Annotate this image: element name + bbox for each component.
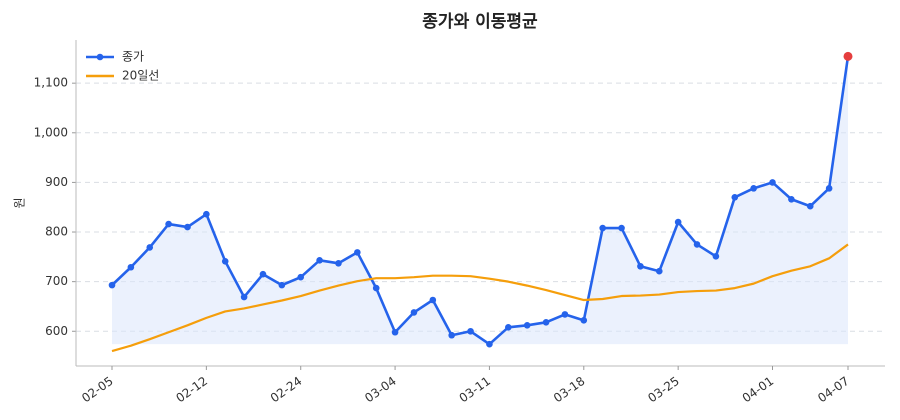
y-tick-label: 800 bbox=[45, 225, 68, 239]
series-line bbox=[111, 56, 850, 346]
point bbox=[127, 263, 135, 271]
point bbox=[316, 257, 323, 264]
x-tick-label: 02-12 bbox=[173, 374, 210, 405]
x-tick-label: 03-04 bbox=[362, 374, 399, 405]
point bbox=[788, 195, 795, 203]
point bbox=[278, 281, 286, 289]
y-axis-label: 원 bbox=[13, 197, 27, 208]
point bbox=[712, 253, 720, 260]
point bbox=[655, 267, 663, 275]
point bbox=[618, 224, 625, 232]
point bbox=[523, 322, 531, 329]
point bbox=[335, 259, 342, 267]
point bbox=[486, 340, 493, 348]
legend-label: 종가 bbox=[122, 50, 144, 64]
x-tick-label: 03-11 bbox=[457, 374, 494, 405]
point bbox=[750, 185, 757, 192]
y-tick-label: 1,100 bbox=[34, 76, 68, 90]
point bbox=[391, 328, 399, 336]
point bbox=[146, 244, 154, 251]
point bbox=[693, 241, 701, 248]
point bbox=[240, 293, 248, 301]
chart-title: 종가와 이동평균 bbox=[422, 12, 538, 32]
point bbox=[203, 210, 210, 218]
y-tick-label: 600 bbox=[45, 324, 68, 338]
y-tick-label: 700 bbox=[45, 274, 68, 288]
point bbox=[410, 309, 418, 316]
point bbox=[561, 311, 569, 318]
x-tick-label: 03-18 bbox=[551, 374, 588, 405]
point bbox=[599, 224, 606, 232]
point bbox=[731, 193, 739, 201]
y-tick-label: 1,000 bbox=[34, 125, 68, 139]
point bbox=[184, 223, 191, 231]
point bbox=[108, 281, 116, 289]
highlight-point bbox=[843, 51, 853, 61]
point bbox=[297, 273, 305, 281]
y-tick-label: 900 bbox=[45, 175, 68, 189]
area-fill bbox=[112, 56, 848, 345]
point bbox=[542, 319, 550, 326]
point bbox=[372, 284, 380, 292]
point bbox=[354, 249, 361, 256]
point bbox=[825, 185, 833, 192]
legend-label: 20일선 bbox=[122, 69, 159, 83]
series-line bbox=[111, 243, 849, 353]
point bbox=[637, 262, 644, 270]
point bbox=[165, 220, 172, 228]
point bbox=[769, 179, 776, 186]
point bbox=[467, 327, 474, 335]
point bbox=[580, 317, 588, 324]
legend-marker bbox=[96, 53, 104, 61]
point bbox=[674, 218, 682, 226]
point bbox=[806, 202, 814, 210]
x-tick-label: 04-01 bbox=[740, 374, 777, 405]
point bbox=[429, 296, 437, 304]
point bbox=[448, 331, 455, 339]
point bbox=[221, 258, 229, 265]
x-tick-label: 03-25 bbox=[645, 374, 682, 405]
point bbox=[259, 270, 267, 278]
x-tick-label: 04-07 bbox=[815, 374, 852, 405]
point bbox=[505, 323, 512, 331]
x-tick-label: 02-24 bbox=[268, 374, 305, 405]
x-tick-label: 02-05 bbox=[79, 374, 116, 405]
